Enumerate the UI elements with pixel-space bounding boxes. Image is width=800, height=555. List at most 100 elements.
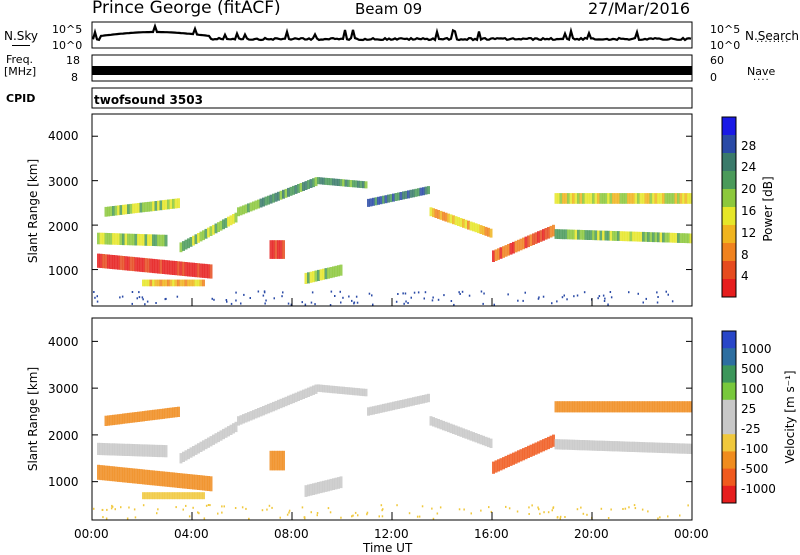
echo-cell <box>684 233 688 244</box>
echo-cell <box>609 401 613 413</box>
echo-cell <box>332 266 335 278</box>
echo-cell <box>212 434 215 445</box>
echo-cell <box>117 233 120 245</box>
echo-cell <box>574 401 578 413</box>
speckle-cell <box>339 290 341 293</box>
echo-cell <box>142 469 145 485</box>
speckle-cell <box>437 298 440 301</box>
echo-cell <box>344 387 348 395</box>
speckle-cell <box>102 516 104 519</box>
speckle-cell <box>329 511 332 514</box>
echo-cell <box>262 406 265 416</box>
echo-cell <box>459 427 463 437</box>
echo-cell <box>279 240 283 259</box>
echo-cell <box>682 193 685 204</box>
echo-cell <box>159 408 163 420</box>
echo-cell <box>217 222 220 232</box>
echo-cell <box>687 233 690 244</box>
echo-cell <box>654 442 658 453</box>
x-ticks <box>91 298 693 520</box>
speckle-cell <box>264 302 266 305</box>
echo-cell <box>154 259 158 274</box>
speckle-cell <box>432 517 435 520</box>
speckle-cell <box>679 514 681 517</box>
echo-cell <box>469 221 473 231</box>
echo-cell <box>584 193 588 204</box>
echo-cell <box>137 233 140 246</box>
echo-cell <box>534 232 538 244</box>
speckle-cell <box>342 296 344 299</box>
echo-cell <box>409 189 413 198</box>
velocity-ytick-2000: 2000 <box>48 429 79 443</box>
echo-cell <box>149 470 153 486</box>
echo-cell <box>162 234 165 247</box>
echo-cell <box>409 397 413 407</box>
echo-cell <box>209 264 213 279</box>
echo-cell <box>644 401 648 413</box>
echo-cell <box>307 387 310 397</box>
colorbar-segment <box>722 225 736 244</box>
echo-cell <box>207 264 210 279</box>
echo-cell <box>197 492 200 500</box>
echo-cell <box>682 443 685 454</box>
colorbar-segment <box>722 117 736 136</box>
echo-cell <box>669 401 673 413</box>
echo-cell <box>539 230 543 242</box>
echo-cell <box>139 444 143 457</box>
echo-cell <box>164 260 168 275</box>
echo-cell <box>512 241 515 254</box>
echo-cell <box>564 401 568 413</box>
speckle-cell <box>198 512 200 515</box>
echo-cell <box>152 258 155 274</box>
echo-cell <box>447 422 450 433</box>
speckle-cell <box>340 301 342 304</box>
echo-cell <box>254 200 258 210</box>
echo-cell <box>142 202 145 213</box>
echo-cell <box>689 443 693 454</box>
echo-cell <box>659 232 663 243</box>
echo-cell <box>219 220 223 231</box>
speckle-cell <box>316 514 318 517</box>
echo-cell <box>99 253 103 268</box>
echo-cell <box>367 198 370 207</box>
speckle-cell <box>413 291 416 294</box>
echo-cell <box>152 279 155 287</box>
echo-cell <box>229 424 233 435</box>
echo-cell <box>632 441 635 452</box>
echo-cell <box>249 411 253 421</box>
power-ytick-4000: 4000 <box>48 129 79 143</box>
echo-cell <box>587 193 590 204</box>
echo-cell <box>299 183 303 192</box>
echo-cell <box>587 401 590 413</box>
speckle-cell <box>604 297 606 300</box>
echo-cell <box>189 262 193 277</box>
echo-cell <box>177 492 180 500</box>
speckle-cell <box>516 510 519 513</box>
echo-cell <box>229 215 233 226</box>
echo-cell <box>297 184 300 193</box>
echo-cell <box>142 492 145 500</box>
echo-cell <box>607 401 610 413</box>
echo-cell <box>197 443 200 454</box>
speckle-cell <box>156 512 158 515</box>
echo-cell <box>127 204 130 214</box>
speckle-cell <box>417 291 420 294</box>
colorbar-segment <box>722 485 736 504</box>
echo-cell <box>127 256 130 271</box>
speckle-cell <box>610 508 612 511</box>
echo-cell <box>669 232 673 243</box>
echo-cell <box>149 234 153 246</box>
echo-cell <box>592 401 595 413</box>
echo-cell <box>482 435 485 446</box>
echo-cell <box>609 441 613 452</box>
echo-cell <box>194 444 198 455</box>
echo-cell <box>652 193 655 204</box>
echo-cell <box>142 411 145 422</box>
echo-cell <box>192 279 195 287</box>
echo-cell <box>639 401 643 413</box>
echo-cell <box>627 231 630 242</box>
echo-cell <box>237 207 240 217</box>
echo-cell <box>119 233 123 245</box>
echo-cell <box>577 401 580 413</box>
echo-cell <box>99 465 103 481</box>
